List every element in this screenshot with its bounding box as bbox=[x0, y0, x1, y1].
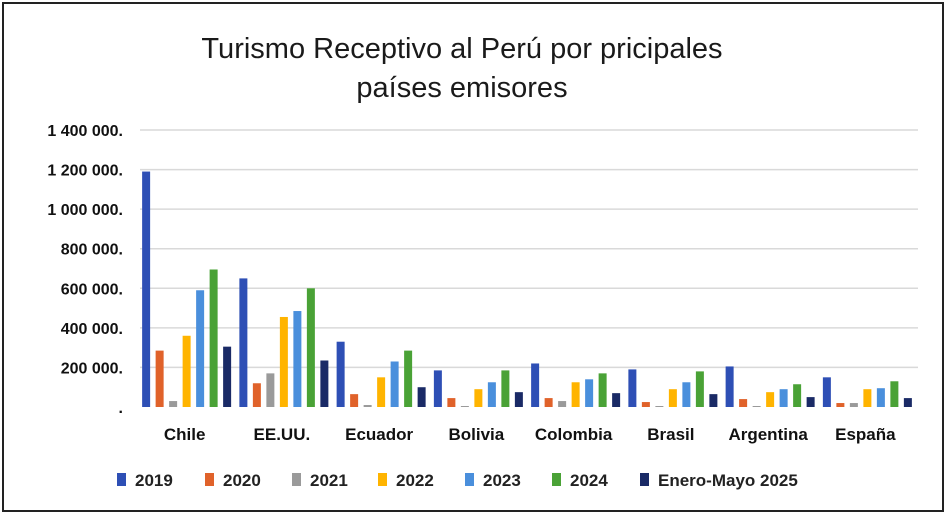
bar bbox=[433, 370, 442, 407]
legend-label: 2022 bbox=[396, 471, 434, 490]
bar bbox=[849, 403, 858, 407]
bar bbox=[239, 278, 248, 407]
bar bbox=[460, 406, 469, 407]
legend-swatch bbox=[465, 473, 474, 486]
bars bbox=[142, 171, 912, 407]
bar bbox=[501, 370, 510, 407]
y-tick-label: 1 400 000. bbox=[47, 123, 123, 140]
bar bbox=[793, 384, 802, 407]
bar bbox=[890, 381, 899, 407]
bar bbox=[142, 171, 151, 407]
bar bbox=[612, 393, 621, 407]
bar bbox=[544, 398, 553, 407]
legend-label: 2019 bbox=[135, 471, 173, 490]
legend-swatch bbox=[117, 473, 126, 486]
bar bbox=[682, 382, 691, 407]
bar bbox=[293, 311, 302, 407]
legend-swatch bbox=[378, 473, 387, 486]
bar bbox=[196, 290, 205, 407]
bar bbox=[585, 379, 594, 407]
x-tick-label: EE.UU. bbox=[254, 425, 311, 444]
bar bbox=[709, 394, 718, 407]
bar bbox=[155, 350, 164, 407]
bar bbox=[752, 406, 761, 407]
bar bbox=[779, 389, 788, 407]
x-axis-ticks: Chile EE.UU. Ecuador Bolivia Colombia Brasil A… bbox=[164, 425, 896, 444]
bar bbox=[822, 377, 831, 407]
bar bbox=[350, 394, 359, 407]
bar bbox=[641, 402, 650, 407]
y-tick-label: 1 200 000. bbox=[47, 163, 123, 180]
bar bbox=[806, 397, 815, 407]
bar bbox=[903, 398, 912, 407]
bar bbox=[766, 392, 775, 407]
bar bbox=[320, 360, 329, 407]
bar bbox=[531, 363, 540, 407]
bar bbox=[739, 399, 748, 407]
bar bbox=[668, 389, 677, 407]
y-tick-label: 800 000. bbox=[61, 242, 123, 259]
bar bbox=[252, 383, 261, 407]
y-axis-ticks: . 200 000. 400 000. 600 000. 800 000. 1 000 0… bbox=[47, 123, 123, 417]
legend-swatch bbox=[552, 473, 561, 486]
bar bbox=[628, 369, 637, 407]
bar bbox=[266, 373, 275, 407]
bar bbox=[223, 346, 232, 407]
bar bbox=[571, 382, 580, 407]
grid-lines bbox=[140, 129, 918, 369]
bar bbox=[876, 388, 885, 407]
x-tick-label: Brasil bbox=[647, 425, 694, 444]
legend-label: 2021 bbox=[310, 471, 348, 490]
bar bbox=[447, 398, 456, 407]
bar bbox=[514, 392, 523, 407]
bar bbox=[306, 288, 315, 407]
bar bbox=[695, 371, 704, 407]
chart-frame bbox=[2, 2, 944, 512]
legend: 2019 2020 2021 2022 2023 2024 Enero-Mayo 2025 bbox=[117, 471, 798, 490]
y-tick-label: . bbox=[119, 400, 123, 417]
legend-swatch bbox=[205, 473, 214, 486]
bar bbox=[182, 335, 191, 407]
chart-title-line-2: países emisores bbox=[356, 72, 567, 104]
bar bbox=[417, 387, 426, 407]
bar bbox=[377, 377, 386, 407]
bar bbox=[279, 316, 288, 407]
legend-swatch bbox=[292, 473, 301, 486]
bar bbox=[725, 366, 734, 407]
x-tick-label: Ecuador bbox=[345, 425, 413, 444]
legend-swatch bbox=[640, 473, 649, 486]
bar bbox=[655, 406, 664, 407]
bar bbox=[209, 269, 218, 407]
x-tick-label: Chile bbox=[164, 425, 206, 444]
x-tick-label: Colombia bbox=[535, 425, 613, 444]
bar bbox=[390, 361, 399, 407]
legend-label: 2020 bbox=[223, 471, 261, 490]
x-tick-label: España bbox=[835, 425, 896, 444]
y-tick-label: 400 000. bbox=[61, 321, 123, 338]
bar bbox=[836, 403, 845, 407]
bar bbox=[558, 401, 567, 407]
bar bbox=[474, 389, 483, 407]
legend-label: 2024 bbox=[570, 471, 608, 490]
bar bbox=[404, 350, 413, 407]
y-tick-label: 1 000 000. bbox=[47, 202, 123, 219]
y-tick-label: 200 000. bbox=[61, 360, 123, 377]
bar bbox=[336, 341, 345, 407]
bar bbox=[598, 373, 607, 407]
y-tick-label: 600 000. bbox=[61, 281, 123, 298]
legend-label: 2023 bbox=[483, 471, 521, 490]
chart-title-line-1: Turismo Receptivo al Perú por pricipales bbox=[201, 33, 722, 65]
bar bbox=[487, 382, 496, 407]
x-tick-label: Argentina bbox=[728, 425, 808, 444]
x-tick-label: Bolivia bbox=[449, 425, 505, 444]
legend-label: Enero-Mayo 2025 bbox=[658, 471, 798, 490]
bar bbox=[363, 405, 372, 407]
bar bbox=[169, 401, 178, 407]
bar bbox=[863, 389, 872, 407]
